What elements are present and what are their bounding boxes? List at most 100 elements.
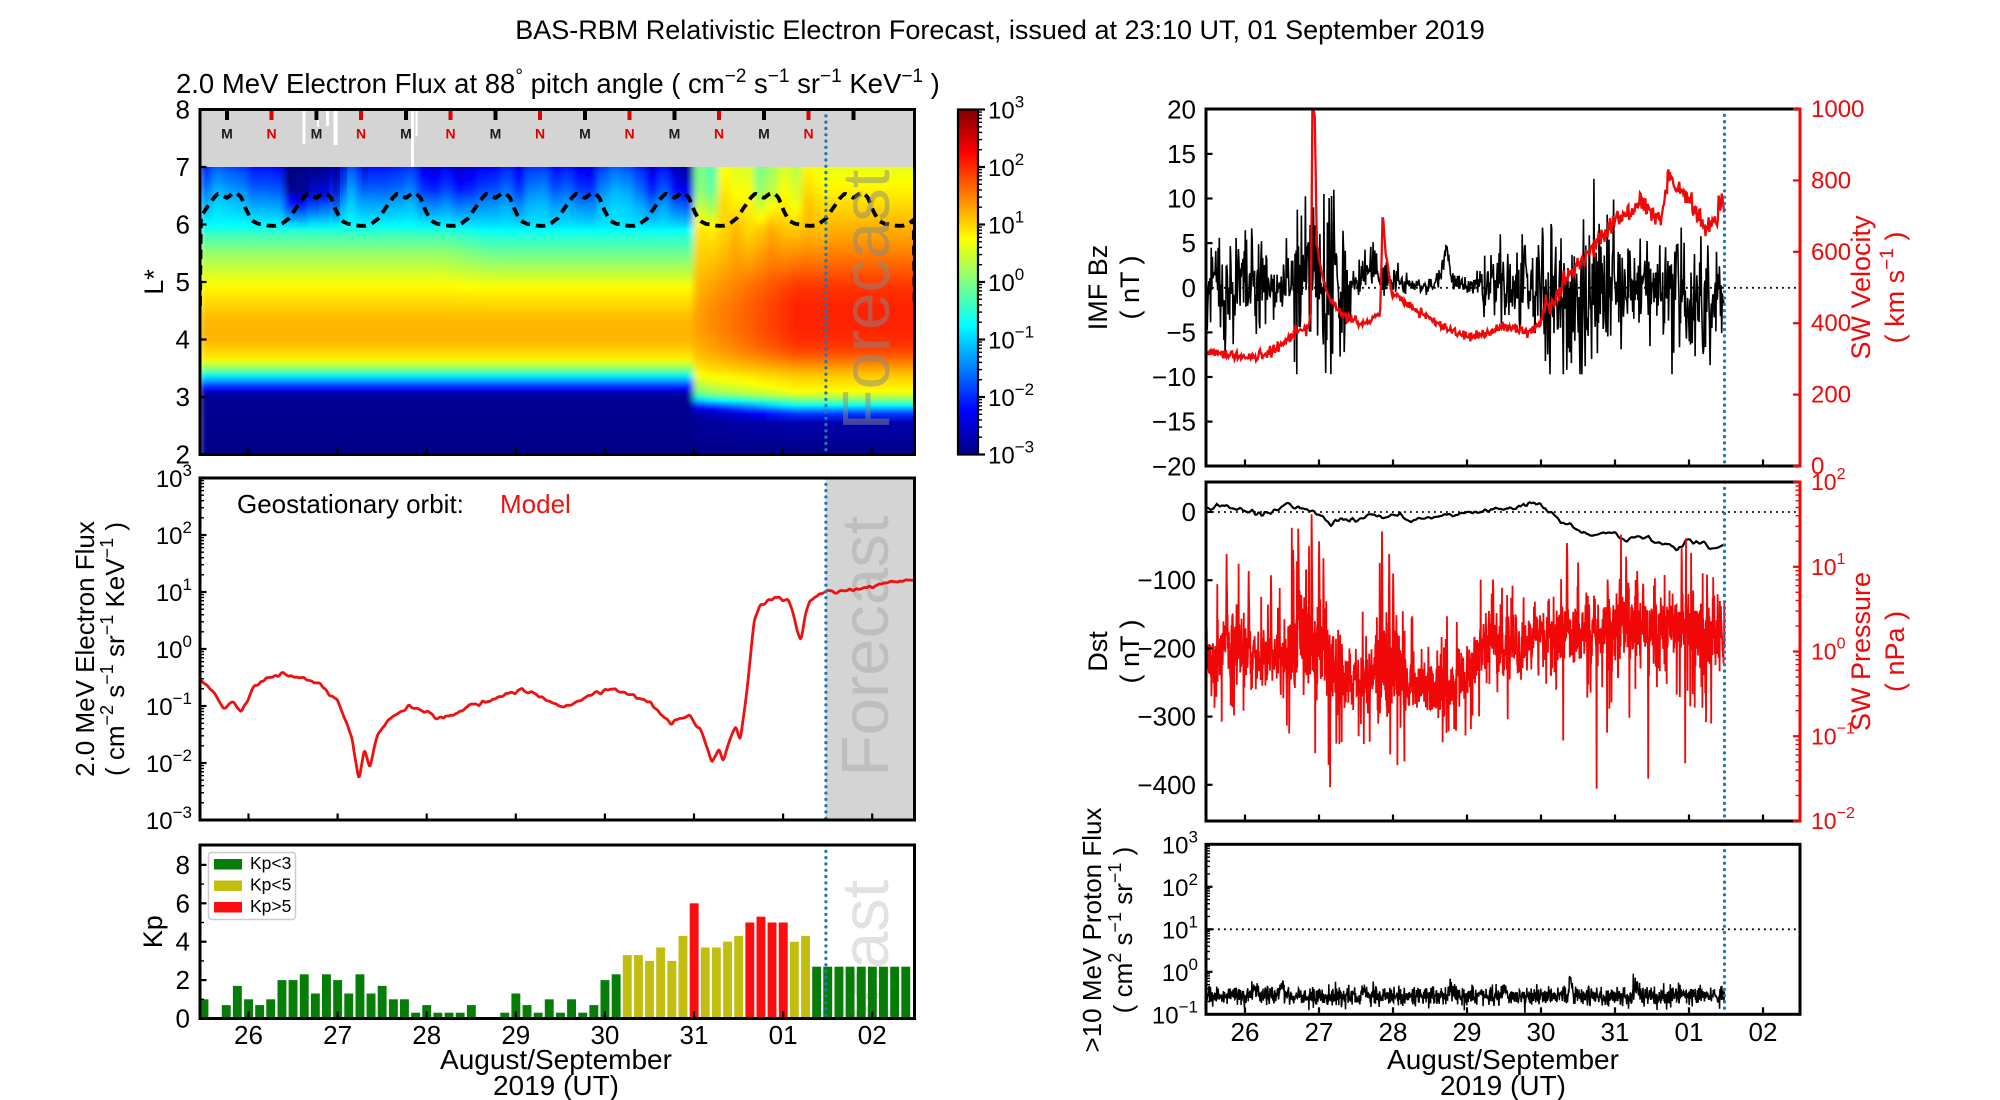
svg-text:>10 MeV Proton Flux: >10 MeV Proton Flux bbox=[1077, 808, 1107, 1053]
svg-text:101: 101 bbox=[988, 208, 1024, 240]
svg-text:−100: −100 bbox=[1137, 565, 1196, 595]
svg-text:01: 01 bbox=[769, 1020, 798, 1050]
svg-text:02: 02 bbox=[858, 1020, 887, 1050]
svg-text:2.0 MeV Electron Flux: 2.0 MeV Electron Flux bbox=[70, 521, 100, 777]
svg-text:M: M bbox=[400, 126, 412, 142]
svg-text:400: 400 bbox=[1811, 310, 1851, 337]
svg-text:−300: −300 bbox=[1137, 702, 1196, 732]
svg-text:6: 6 bbox=[176, 210, 190, 240]
svg-text:26: 26 bbox=[1231, 1017, 1260, 1047]
svg-text:−5: −5 bbox=[1166, 317, 1196, 347]
svg-text:5: 5 bbox=[1182, 228, 1196, 258]
svg-text:2: 2 bbox=[176, 965, 190, 995]
svg-text:102: 102 bbox=[1162, 870, 1198, 902]
svg-text:10−1: 10−1 bbox=[146, 689, 192, 721]
svg-text:100: 100 bbox=[156, 632, 192, 664]
svg-text:27: 27 bbox=[1305, 1017, 1334, 1047]
svg-text:100: 100 bbox=[1811, 636, 1846, 665]
svg-text:−15: −15 bbox=[1152, 407, 1196, 437]
svg-text:15: 15 bbox=[1167, 139, 1196, 169]
svg-text:10−2: 10−2 bbox=[988, 380, 1034, 412]
svg-text:N: N bbox=[266, 126, 276, 142]
svg-text:100: 100 bbox=[1162, 955, 1198, 987]
svg-text:29: 29 bbox=[501, 1020, 530, 1050]
svg-text:10−3: 10−3 bbox=[146, 803, 192, 835]
svg-text:( nT ): ( nT ) bbox=[1115, 619, 1145, 683]
svg-text:4: 4 bbox=[176, 927, 190, 957]
svg-text:31: 31 bbox=[680, 1020, 709, 1050]
svg-text:600: 600 bbox=[1811, 239, 1851, 266]
svg-text:M: M bbox=[758, 126, 770, 142]
svg-text:200: 200 bbox=[1811, 382, 1851, 409]
svg-text:20: 20 bbox=[1167, 94, 1196, 124]
svg-text:Forecast: Forecast bbox=[829, 169, 904, 430]
svg-text:−20: −20 bbox=[1152, 451, 1196, 481]
svg-text:103: 103 bbox=[156, 461, 192, 493]
svg-text:Kp>5: Kp>5 bbox=[250, 896, 291, 916]
svg-text:Model: Model bbox=[500, 489, 571, 519]
svg-text:SW Velocity: SW Velocity bbox=[1846, 215, 1876, 360]
svg-text:Dst: Dst bbox=[1083, 631, 1113, 672]
svg-text:28: 28 bbox=[1379, 1017, 1408, 1047]
svg-text:10−2: 10−2 bbox=[146, 746, 192, 778]
svg-text:BAS-RBM Relativistic Electron: BAS-RBM Relativistic Electron Forecast, … bbox=[515, 15, 1484, 45]
svg-text:N: N bbox=[535, 126, 545, 142]
svg-text:Kp<3: Kp<3 bbox=[250, 853, 291, 873]
svg-text:N: N bbox=[803, 126, 813, 142]
svg-text:0: 0 bbox=[1811, 453, 1824, 480]
svg-text:30: 30 bbox=[1527, 1017, 1556, 1047]
svg-text:( nPa ): ( nPa ) bbox=[1880, 611, 1910, 692]
svg-text:26: 26 bbox=[234, 1020, 263, 1050]
svg-text:101: 101 bbox=[1811, 551, 1846, 580]
svg-text:IMF Bz: IMF Bz bbox=[1083, 245, 1113, 331]
svg-text:−10: −10 bbox=[1152, 362, 1196, 392]
svg-text:1000: 1000 bbox=[1811, 96, 1864, 123]
svg-text:( km s−1 ): ( km s−1 ) bbox=[1877, 232, 1910, 344]
svg-text:( cm2 s−1 sr−1 ): ( cm2 s−1 sr−1 ) bbox=[1105, 847, 1138, 1014]
svg-text:8: 8 bbox=[176, 850, 190, 880]
svg-text:10−1: 10−1 bbox=[1152, 997, 1198, 1029]
svg-text:( nT ): ( nT ) bbox=[1115, 255, 1145, 319]
svg-text:M: M bbox=[221, 126, 233, 142]
svg-text:27: 27 bbox=[323, 1020, 352, 1050]
svg-text:31: 31 bbox=[1601, 1017, 1630, 1047]
svg-text:0: 0 bbox=[1182, 273, 1196, 303]
svg-text:0: 0 bbox=[176, 1004, 190, 1034]
svg-text:N: N bbox=[714, 126, 724, 142]
svg-text:103: 103 bbox=[988, 93, 1024, 125]
svg-text:10: 10 bbox=[1167, 184, 1196, 214]
svg-text:3: 3 bbox=[176, 382, 190, 412]
svg-text:800: 800 bbox=[1811, 167, 1851, 194]
svg-text:10−3: 10−3 bbox=[988, 438, 1034, 470]
svg-text:Forecast: Forecast bbox=[828, 515, 903, 776]
svg-text:0: 0 bbox=[1182, 497, 1196, 527]
svg-text:6: 6 bbox=[176, 888, 190, 918]
svg-text:−200: −200 bbox=[1137, 633, 1196, 663]
svg-text:01: 01 bbox=[1675, 1017, 1704, 1047]
svg-text:N: N bbox=[445, 126, 455, 142]
svg-text:8: 8 bbox=[176, 95, 190, 125]
svg-text:4: 4 bbox=[176, 325, 190, 355]
svg-text:28: 28 bbox=[412, 1020, 441, 1050]
svg-text:L*: L* bbox=[139, 269, 169, 295]
svg-text:102: 102 bbox=[988, 150, 1024, 182]
svg-text:2.0 MeV Electron Flux at 88° p: 2.0 MeV Electron Flux at 88° pitch angle… bbox=[176, 66, 940, 99]
svg-text:( cm−2 s−1 sr−1 KeV−1 ): ( cm−2 s−1 sr−1 KeV−1 ) bbox=[97, 522, 130, 776]
svg-text:August/September: August/September bbox=[1387, 1044, 1619, 1075]
svg-text:−400: −400 bbox=[1137, 770, 1196, 800]
svg-text:10−2: 10−2 bbox=[1811, 805, 1855, 834]
svg-text:10−1: 10−1 bbox=[1811, 720, 1855, 749]
svg-text:N: N bbox=[356, 126, 366, 142]
svg-text:02: 02 bbox=[1749, 1017, 1778, 1047]
svg-text:M: M bbox=[311, 126, 323, 142]
svg-text:29: 29 bbox=[1453, 1017, 1482, 1047]
svg-text:M: M bbox=[579, 126, 591, 142]
svg-text:Kp<5: Kp<5 bbox=[250, 875, 291, 895]
svg-text:30: 30 bbox=[590, 1020, 619, 1050]
svg-text:2019 (UT): 2019 (UT) bbox=[1440, 1070, 1566, 1100]
svg-text:10−1: 10−1 bbox=[988, 323, 1034, 355]
svg-text:SW Pressure: SW Pressure bbox=[1846, 572, 1876, 731]
svg-text:5: 5 bbox=[176, 267, 190, 297]
svg-text:102: 102 bbox=[156, 518, 192, 550]
svg-text:M: M bbox=[490, 126, 502, 142]
